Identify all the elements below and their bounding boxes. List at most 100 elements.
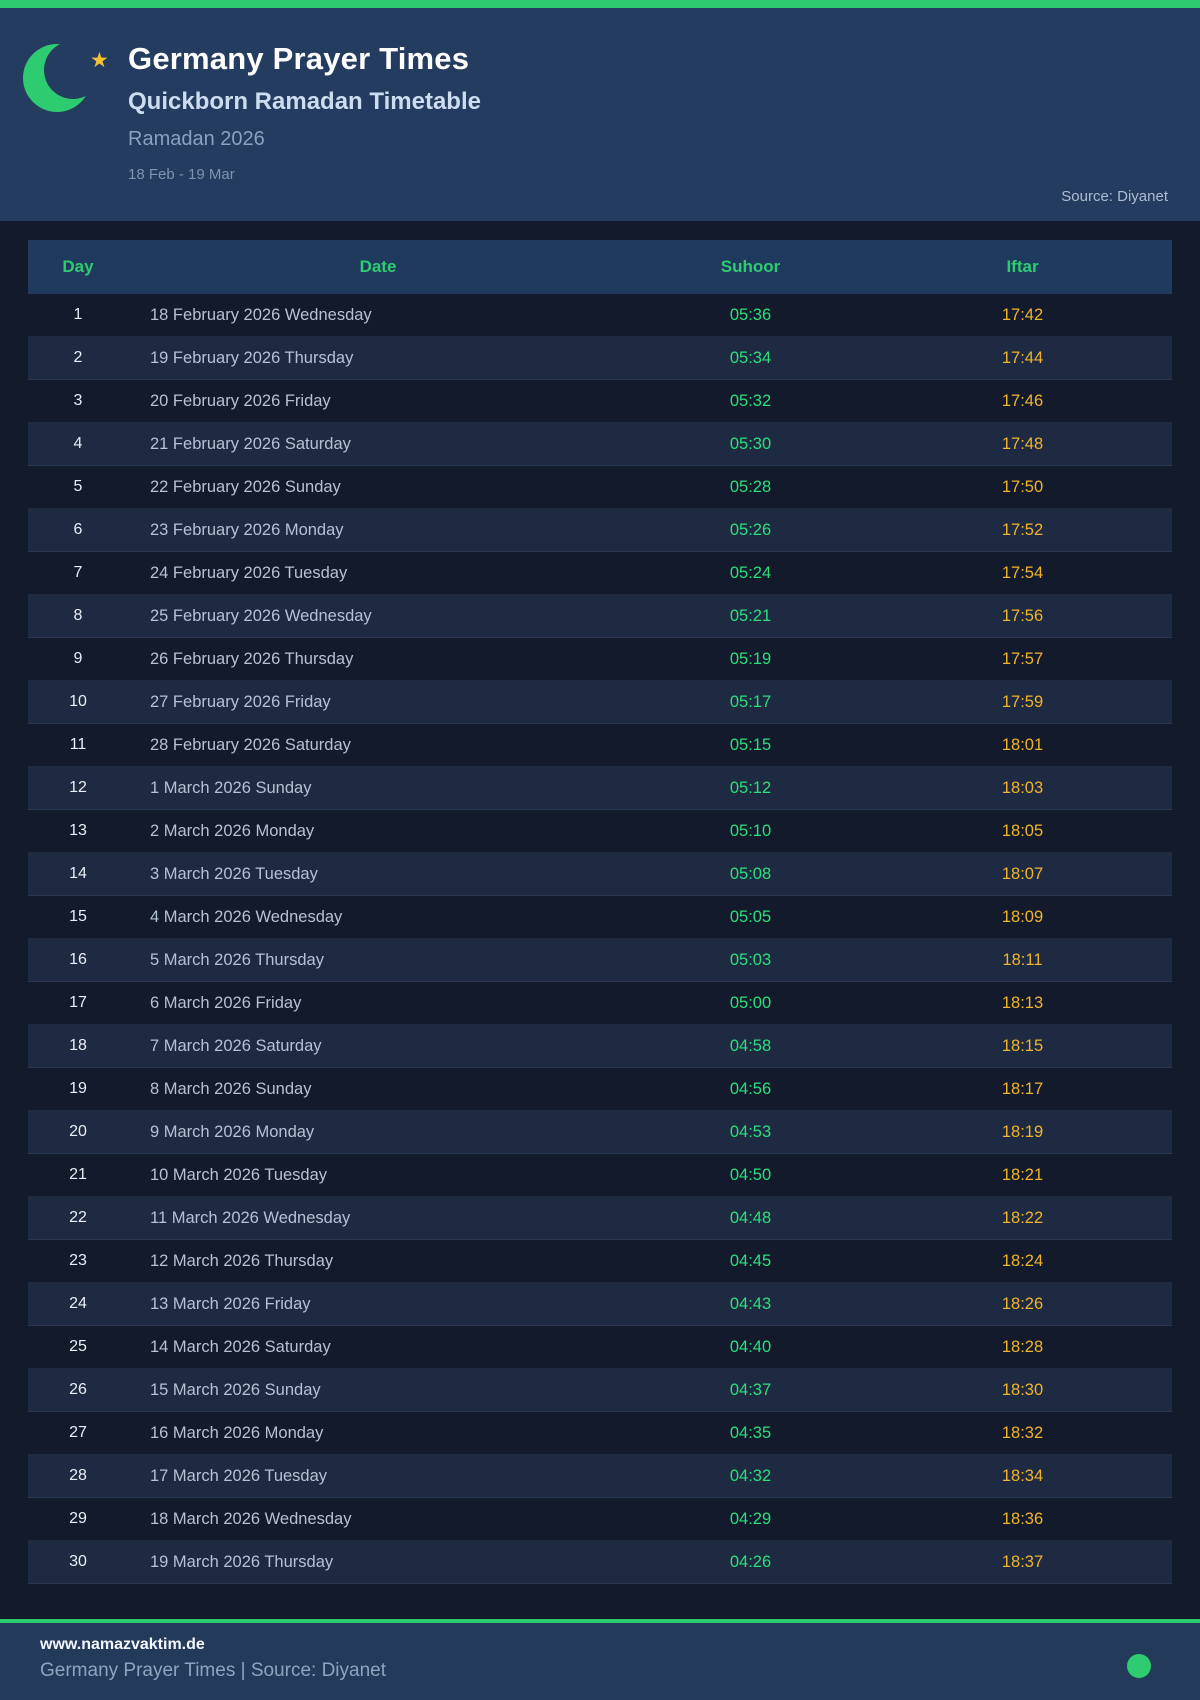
page-subtitle: Quickborn Ramadan Timetable	[128, 88, 481, 115]
date-cell: 19 March 2026 Thursday	[150, 1552, 334, 1571]
website-url: www.namazvaktim.de	[40, 1636, 205, 1653]
table-row: 5 22 February 2026 Sunday 05:28 17:50	[28, 466, 1172, 509]
day-cell: 16	[69, 951, 87, 968]
suhoor-time-cell: 05:34	[729, 348, 772, 367]
suhoor-time-cell: 04:26	[729, 1552, 772, 1571]
table-row: 22 11 March 2026 Wednesday 04:48 18:22	[28, 1197, 1172, 1240]
suhoor-time-cell: 05:17	[729, 692, 772, 711]
date-cell: 12 March 2026 Thursday	[150, 1251, 334, 1270]
suhoor-time-cell: 04:48	[729, 1208, 772, 1227]
iftar-time-cell: 18:13	[1001, 993, 1044, 1012]
day-cell: 17	[69, 994, 87, 1011]
date-cell: 22 February 2026 Sunday	[150, 477, 341, 496]
suhoor-time-cell: 05:30	[729, 434, 772, 453]
date-cell: 15 March 2026 Sunday	[150, 1380, 321, 1399]
date-cell: 28 February 2026 Saturday	[150, 735, 351, 754]
day-cell: 24	[69, 1295, 87, 1312]
iftar-time-cell: 18:19	[1001, 1122, 1044, 1141]
iftar-time-cell: 18:15	[1001, 1036, 1044, 1055]
date-cell: 27 February 2026 Friday	[150, 692, 331, 711]
suhoor-time-cell: 04:37	[729, 1380, 772, 1399]
green-dot-icon	[1127, 1654, 1151, 1678]
table-header-row: Day Date Suhoor Iftar	[28, 240, 1172, 294]
day-cell: 20	[69, 1123, 87, 1140]
iftar-time-cell: 18:26	[1001, 1294, 1044, 1313]
date-cell: 18 February 2026 Wednesday	[150, 305, 372, 324]
iftar-time-cell: 18:37	[1001, 1552, 1044, 1571]
iftar-time-cell: 18:17	[1001, 1079, 1044, 1098]
date-cell: 17 March 2026 Tuesday	[150, 1466, 328, 1485]
day-cell: 10	[69, 693, 87, 710]
iftar-time-cell: 17:56	[1001, 606, 1044, 625]
table-row: 13 2 March 2026 Monday 05:10 18:05	[28, 810, 1172, 853]
date-cell: 21 February 2026 Saturday	[150, 434, 351, 453]
table-row: 1 18 February 2026 Wednesday 05:36 17:42	[28, 294, 1172, 337]
table-row: 3 20 February 2026 Friday 05:32 17:46	[28, 380, 1172, 423]
suhoor-time-cell: 05:00	[729, 993, 772, 1012]
iftar-time-cell: 17:42	[1001, 305, 1044, 324]
suhoor-time-cell: 05:24	[729, 563, 772, 582]
table-row: 21 10 March 2026 Tuesday 04:50 18:21	[28, 1154, 1172, 1197]
iftar-time-cell: 18:11	[1002, 950, 1043, 969]
day-cell: 5	[73, 478, 83, 495]
date-cell: 3 March 2026 Tuesday	[150, 864, 318, 883]
table-row: 4 21 February 2026 Saturday 05:30 17:48	[28, 423, 1172, 466]
table-row: 11 28 February 2026 Saturday 05:15 18:01	[28, 724, 1172, 767]
iftar-time-cell: 18:05	[1001, 821, 1044, 840]
day-cell: 7	[73, 564, 83, 581]
day-cell: 30	[69, 1553, 87, 1570]
date-cell: 26 February 2026 Thursday	[150, 649, 354, 668]
table-row: 24 13 March 2026 Friday 04:43 18:26	[28, 1283, 1172, 1326]
suhoor-time-cell: 04:29	[729, 1509, 772, 1528]
date-cell: 19 February 2026 Thursday	[150, 348, 354, 367]
iftar-time-cell: 17:44	[1001, 348, 1044, 367]
suhoor-time-cell: 05:19	[729, 649, 772, 668]
suhoor-time-cell: 05:36	[729, 305, 772, 324]
suhoor-time-cell: 04:56	[729, 1079, 772, 1098]
table-row: 16 5 March 2026 Thursday 05:03 18:11	[28, 939, 1172, 982]
table-row: 27 16 March 2026 Monday 04:35 18:32	[28, 1412, 1172, 1455]
suhoor-time-cell: 05:28	[729, 477, 772, 496]
day-cell: 27	[69, 1424, 87, 1441]
iftar-time-cell: 18:03	[1001, 778, 1044, 797]
day-cell: 12	[69, 779, 87, 796]
day-cell: 22	[69, 1209, 87, 1226]
iftar-time-cell: 17:46	[1001, 391, 1044, 410]
column-header-suhoor: Suhoor	[720, 257, 781, 276]
date-cell: 8 March 2026 Sunday	[150, 1079, 312, 1098]
table-row: 29 18 March 2026 Wednesday 04:29 18:36	[28, 1498, 1172, 1541]
suhoor-time-cell: 05:12	[729, 778, 772, 797]
footer-accent-line	[0, 1619, 1200, 1623]
iftar-time-cell: 18:30	[1001, 1380, 1044, 1399]
suhoor-time-cell: 04:45	[729, 1251, 772, 1270]
table-row: 18 7 March 2026 Saturday 04:58 18:15	[28, 1025, 1172, 1068]
iftar-time-cell: 17:54	[1001, 563, 1044, 582]
suhoor-time-cell: 04:58	[729, 1036, 772, 1055]
day-cell: 2	[73, 349, 83, 366]
date-cell: 23 February 2026 Monday	[150, 520, 344, 539]
date-range: 18 Feb - 19 Mar	[128, 166, 235, 183]
date-cell: 20 February 2026 Friday	[150, 391, 331, 410]
suhoor-time-cell: 04:50	[729, 1165, 772, 1184]
iftar-time-cell: 18:24	[1001, 1251, 1044, 1270]
table-row: 8 25 February 2026 Wednesday 05:21 17:56	[28, 595, 1172, 638]
iftar-time-cell: 18:21	[1001, 1165, 1044, 1184]
day-cell: 28	[69, 1467, 87, 1484]
table-row: 30 19 March 2026 Thursday 04:26 18:37	[28, 1541, 1172, 1584]
day-cell: 29	[69, 1510, 87, 1527]
suhoor-time-cell: 05:05	[729, 907, 772, 926]
table-row: 23 12 March 2026 Thursday 04:45 18:24	[28, 1240, 1172, 1283]
suhoor-time-cell: 04:43	[729, 1294, 772, 1313]
iftar-time-cell: 18:28	[1001, 1337, 1044, 1356]
table-row: 12 1 March 2026 Sunday 05:12 18:03	[28, 767, 1172, 810]
table-row: 14 3 March 2026 Tuesday 05:08 18:07	[28, 853, 1172, 896]
table-row: 28 17 March 2026 Tuesday 04:32 18:34	[28, 1455, 1172, 1498]
date-cell: 5 March 2026 Thursday	[150, 950, 324, 969]
table-row: 17 6 March 2026 Friday 05:00 18:13	[28, 982, 1172, 1025]
date-cell: 25 February 2026 Wednesday	[150, 606, 372, 625]
day-cell: 25	[69, 1338, 87, 1355]
date-cell: 18 March 2026 Wednesday	[150, 1509, 352, 1528]
page-footer: www.namazvaktim.de Germany Prayer Times …	[0, 1623, 1200, 1700]
iftar-time-cell: 18:36	[1001, 1509, 1044, 1528]
star-icon: ★	[90, 49, 109, 72]
